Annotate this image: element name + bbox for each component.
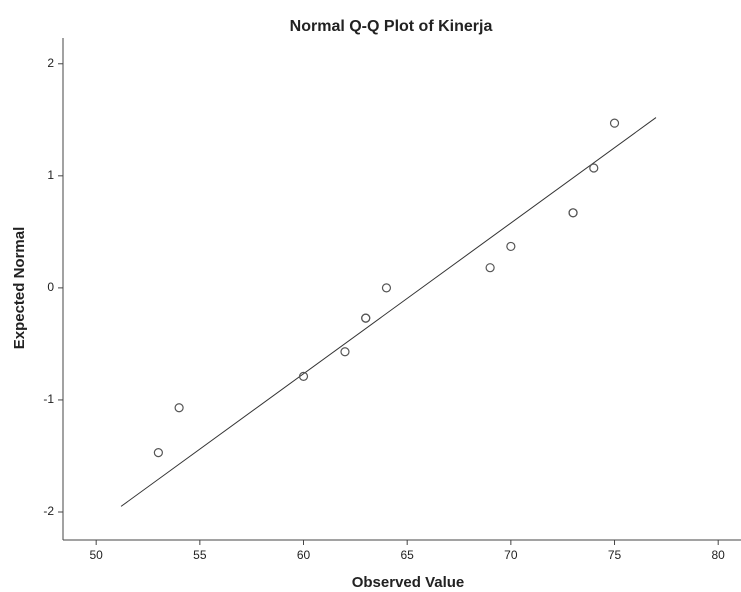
data-point [154, 449, 162, 457]
y-tick-label: -2 [43, 504, 54, 518]
data-point [486, 264, 494, 272]
data-point [611, 119, 619, 127]
reference-line [121, 118, 656, 507]
y-tick-label: 1 [47, 168, 54, 182]
x-tick-label: 50 [89, 548, 103, 562]
data-point [382, 284, 390, 292]
x-tick-label: 75 [608, 548, 622, 562]
x-tick-label: 70 [504, 548, 518, 562]
y-axis-label: Expected Normal [11, 227, 28, 350]
data-point [569, 209, 577, 217]
data-point [175, 404, 183, 412]
chart-title: Normal Q-Q Plot of Kinerja [290, 18, 493, 35]
x-tick-label: 60 [297, 548, 311, 562]
x-tick-label: 55 [193, 548, 207, 562]
data-point [507, 242, 515, 250]
y-tick-label: -1 [43, 392, 54, 406]
y-tick-label: 2 [47, 56, 54, 70]
y-tick-label: 0 [47, 280, 54, 294]
x-axis-label: Observed Value [352, 574, 465, 591]
x-tick-label: 80 [712, 548, 726, 562]
chart: Normal Q-Q Plot of Kinerja Observed Valu… [0, 0, 741, 592]
data-point [362, 314, 370, 322]
x-tick-label: 65 [401, 548, 415, 562]
data-point [590, 164, 598, 172]
data-point [341, 348, 349, 356]
